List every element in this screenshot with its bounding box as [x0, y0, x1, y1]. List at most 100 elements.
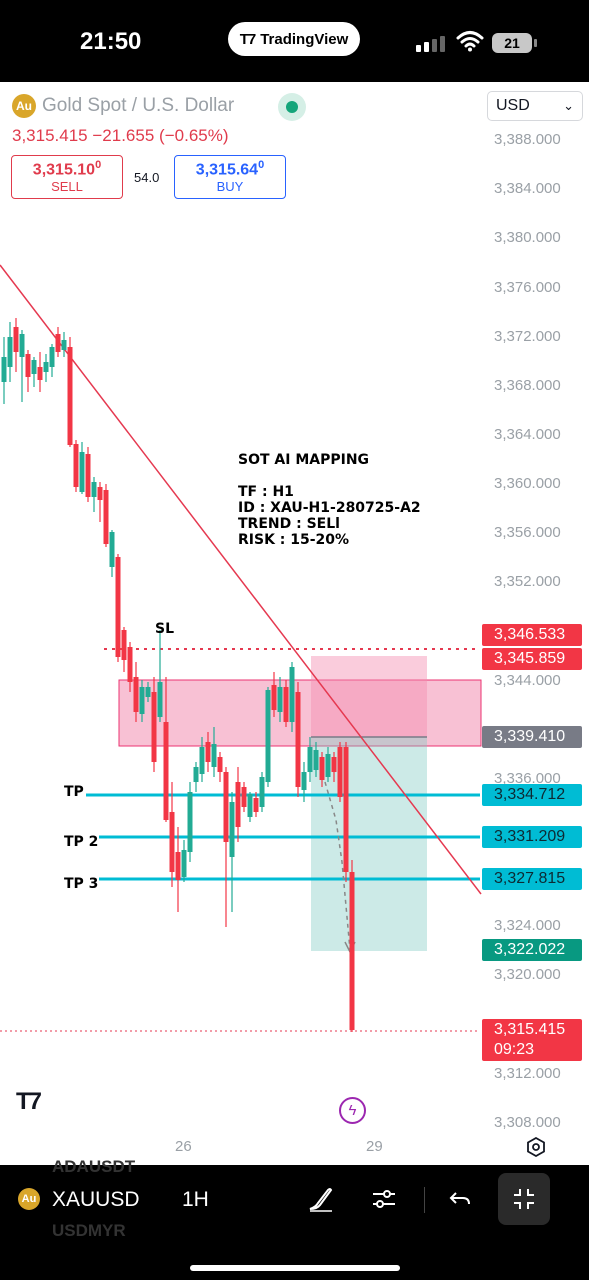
candle-body	[229, 802, 235, 857]
candle-body	[265, 690, 271, 782]
currency-value: USD	[496, 97, 530, 114]
tp1-tag: 3,334.712	[482, 784, 582, 806]
mapping-tf: TF : H1	[238, 484, 294, 500]
date-label: 26	[175, 1138, 192, 1155]
tradingview-pill-icon: T7	[239, 30, 256, 48]
candle-body	[133, 677, 139, 712]
candle-body	[115, 557, 121, 657]
candle-body	[181, 850, 187, 877]
tradingview-logo-icon[interactable]: T7	[16, 1088, 42, 1115]
price-change-pct: (−0.65%)	[159, 126, 229, 145]
countdown-value: 09:23	[494, 1041, 535, 1058]
live-status-icon	[278, 93, 306, 121]
candle-body	[91, 482, 97, 497]
candle-body	[223, 772, 229, 842]
projection-path	[324, 781, 351, 951]
candle-body	[301, 772, 307, 790]
candle-body	[31, 360, 37, 374]
last-price-tag-value: 3,315.415	[494, 1021, 566, 1038]
candle-body	[13, 327, 19, 352]
draw-brush-icon[interactable]	[304, 1183, 336, 1215]
mapping-trend: TREND : SELl	[238, 516, 340, 532]
axis-label: 3,380.000	[494, 229, 561, 246]
axis-label: 3,320.000	[494, 966, 561, 983]
price-change-line: 3,315.415 −21.655 (−0.65%)	[12, 126, 229, 146]
signal-icon	[416, 36, 445, 52]
candle-body	[151, 692, 157, 762]
interval-button[interactable]: 1H	[182, 1188, 209, 1211]
app-pill[interactable]: T7 TradingView	[228, 22, 360, 56]
candle-body	[55, 334, 61, 352]
last-price-tag: 3,315.415 09:23	[482, 1019, 582, 1061]
axis-label: 3,364.000	[494, 426, 561, 443]
candle-body	[61, 340, 67, 350]
candle-body	[19, 334, 25, 357]
battery-icon: 21	[492, 33, 537, 53]
sell-button[interactable]: 3,315.100 SELL	[11, 155, 123, 199]
home-indicator	[190, 1265, 400, 1271]
candle-body	[247, 794, 253, 817]
app-pill-label: TradingView	[260, 30, 349, 48]
candle-body	[205, 742, 211, 762]
axis-label: 3,336.000	[494, 770, 561, 787]
axis-label: 3,324.000	[494, 917, 561, 934]
candle-body	[7, 337, 13, 367]
candle-body	[331, 757, 337, 772]
candle-body	[313, 750, 319, 770]
status-bar: 21:50 T7 TradingView 21	[0, 0, 589, 82]
mapping-title: SOT AI MAPPING	[238, 452, 370, 468]
candle-body	[163, 722, 169, 820]
axis-label: 3,368.000	[494, 377, 561, 394]
candle-body	[289, 667, 295, 722]
candle-body	[271, 685, 277, 710]
axis-label: 3,308.000	[494, 1114, 561, 1131]
gold-coin-icon: Au	[12, 94, 36, 118]
axis-label: 3,344.000	[494, 672, 561, 689]
candle-body	[187, 792, 193, 852]
tp2-label: TP 2	[64, 834, 99, 850]
last-price: 3,315.415	[12, 126, 88, 145]
buy-button[interactable]: 3,315.640 BUY	[174, 155, 286, 199]
candle-body	[325, 754, 331, 777]
settings-icon[interactable]	[526, 1137, 546, 1157]
sell-label: SELL	[51, 179, 83, 195]
fullscreen-icon[interactable]	[498, 1173, 550, 1225]
axis-label: 3,312.000	[494, 1065, 561, 1082]
candle-body	[199, 747, 205, 774]
ghost-symbol-above: ADAUSDT	[52, 1157, 136, 1176]
candle-body	[139, 687, 145, 714]
chevron-down-icon: ⌄	[563, 98, 574, 113]
price-change: −21.655	[92, 126, 155, 145]
candle-body	[283, 687, 289, 722]
flash-icon[interactable]: ϟ	[339, 1097, 366, 1124]
undo-icon[interactable]	[444, 1183, 476, 1215]
axis-label: 3,356.000	[494, 524, 561, 541]
gold-coin-icon: Au	[18, 1188, 40, 1210]
candle-body	[349, 872, 355, 1030]
candle-body	[319, 757, 325, 780]
candle-body	[211, 744, 217, 767]
date-label: 29	[366, 1138, 383, 1155]
toolbar-divider	[424, 1187, 425, 1213]
candle-body	[85, 454, 91, 497]
axis-label: 3,388.000	[494, 131, 561, 148]
mapping-note[interactable]: SOT AI MAPPING TF : H1 ID : XAU-H1-28072…	[238, 452, 421, 548]
chart-panel[interactable]: Au Gold Spot / U.S. Dollar USD ⌄ 3,315.4…	[0, 82, 589, 1165]
candle-body	[1, 357, 7, 382]
chart-canvas[interactable]	[0, 82, 589, 1165]
candle-body	[253, 798, 259, 812]
indicators-icon[interactable]	[368, 1183, 400, 1215]
entry-tag: 3,339.410	[482, 726, 582, 748]
buy-price-sup: 0	[258, 159, 265, 171]
tp3-tag: 3,327.815	[482, 868, 582, 890]
tp3-label: TP 3	[64, 876, 99, 892]
axis-label: 3,384.000	[494, 180, 561, 197]
candle-body	[43, 362, 49, 372]
candle-body	[343, 747, 349, 872]
symbol-button[interactable]: XAUUSD	[52, 1188, 140, 1211]
candle-body	[175, 852, 181, 880]
currency-select[interactable]: USD ⌄	[487, 91, 583, 121]
symbol-header[interactable]: Au Gold Spot / U.S. Dollar	[12, 94, 234, 118]
candle-body	[145, 687, 151, 697]
candle-body	[295, 692, 301, 787]
